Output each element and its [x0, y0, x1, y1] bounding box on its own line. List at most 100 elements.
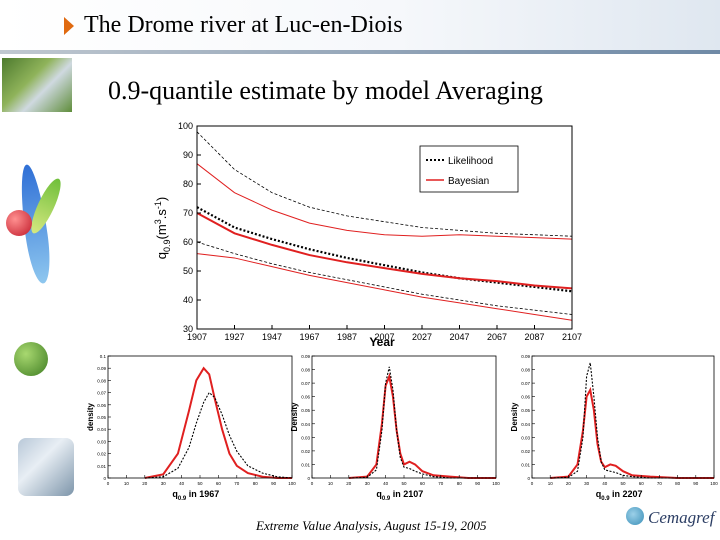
- density-chart-2207: 0 0.01 0.02 0.03 0.04 0.05 0.06 0.07 0.08 0.09 0 10…: [510, 354, 718, 502]
- logo-swirl-icon: [626, 507, 644, 525]
- density-xtick-label: 40: [383, 481, 389, 486]
- density-ytick-label: 0.01: [521, 462, 530, 467]
- density-xtick-label: 0: [311, 481, 314, 486]
- density-ylabel: density: [86, 402, 95, 431]
- density-series-line-1: [550, 362, 714, 479]
- density-ytick-label: 0.04: [301, 422, 310, 427]
- density-xtick-label: 10: [548, 481, 554, 486]
- density-xtick-label: 20: [142, 481, 148, 486]
- density-xtick-label: 100: [710, 481, 718, 486]
- density-xtick-label: 40: [179, 481, 185, 486]
- density-xtick-label: 20: [346, 481, 352, 486]
- density-xtick-label: 90: [693, 481, 699, 486]
- slide-subtitle: 0.9-quantile estimate by model Averaging: [108, 76, 543, 105]
- density-ytick-label: 0.04: [521, 422, 530, 427]
- main-xtick-label: 1907: [187, 332, 207, 342]
- density-ytick-label: 0.07: [97, 391, 106, 396]
- density-series-line-1: [348, 366, 496, 479]
- density-ylabel: Density: [510, 402, 519, 431]
- density-ylabel: Density: [290, 402, 299, 431]
- density-xtick-label: 90: [475, 481, 481, 486]
- main-series-line-5: [196, 253, 573, 321]
- legend-label-bayesian: Bayesian: [448, 176, 489, 187]
- main-ytick-label: 50: [183, 266, 193, 276]
- density-ytick-label: 0.06: [521, 395, 530, 400]
- main-ytick-label: 100: [178, 121, 193, 131]
- density-ytick-label: 0.03: [521, 435, 530, 440]
- density-ytick-label: 0.01: [97, 464, 106, 469]
- density-xtick-label: 30: [584, 481, 590, 486]
- density-xtick-label: 80: [253, 481, 259, 486]
- density-xtick-label: 100: [492, 481, 500, 486]
- density-ytick-label: 0.09: [521, 354, 530, 359]
- density-xlabel: q0.9 in 1967: [172, 489, 219, 502]
- main-ytick-label: 60: [183, 237, 193, 247]
- main-xtick-label: 2007: [374, 332, 394, 342]
- density-ytick-label: 0.03: [97, 439, 106, 444]
- main-ytick-label: 90: [183, 150, 193, 160]
- lab-photo-icon: [18, 438, 74, 496]
- main-quantile-chart: 30 40 50 60 70 80 90 100 1907 1927 1947 1967 1987 20…: [153, 121, 582, 349]
- density-xtick-label: 70: [438, 481, 444, 486]
- density-xtick-label: 100: [288, 481, 296, 486]
- density-chart-1967: 0 0.01 0.02 0.03 0.04 0.05 0.06 0.07 0.08 0.09 0.1…: [86, 354, 296, 502]
- density-xlabel: q0.9 in 2207: [596, 489, 643, 502]
- main-series-line-1: [196, 131, 573, 237]
- main-ytick-label: 40: [183, 295, 193, 305]
- density-xtick-label: 50: [401, 481, 407, 486]
- main-xtick-label: 2027: [412, 332, 432, 342]
- main-chart-xlabel: Year: [369, 335, 395, 349]
- main-series-line-3: [196, 212, 573, 290]
- density-xtick-label: 70: [657, 481, 663, 486]
- density-ytick-label: 0.01: [301, 462, 310, 467]
- main-series-line-2: [196, 241, 573, 315]
- cemagref-logo: Cemagref: [626, 504, 718, 532]
- density-xtick-label: 30: [161, 481, 167, 486]
- density-xtick-label: 50: [197, 481, 203, 486]
- red-sphere-icon: [6, 210, 32, 236]
- density-xtick-label: 80: [457, 481, 463, 486]
- density-xtick-label: 60: [639, 481, 645, 486]
- main-series-line-4: [196, 163, 573, 240]
- density-ytick-label: 0.07: [301, 381, 310, 386]
- density-ytick-label: 0.08: [97, 378, 106, 383]
- river-photo-icon: [2, 58, 72, 112]
- density-ytick-label: 0.06: [301, 395, 310, 400]
- density-xtick-label: 60: [420, 481, 426, 486]
- main-xtick-label: 2107: [562, 332, 582, 342]
- main-xtick-label: 1987: [337, 332, 357, 342]
- density-xtick-label: 20: [566, 481, 572, 486]
- logo-text: Cemagref: [648, 508, 715, 527]
- density-ytick-label: 0.06: [97, 403, 106, 408]
- main-series-line-0: [196, 206, 573, 293]
- slide-title: The Drome river at Luc-en-Diois: [84, 12, 403, 38]
- density-xtick-label: 70: [234, 481, 240, 486]
- density-ytick-label: 0.09: [97, 366, 106, 371]
- density-ytick-label: 0.05: [301, 408, 310, 413]
- density-xtick-label: 30: [365, 481, 371, 486]
- main-ytick-label: 70: [183, 208, 193, 218]
- density-ytick-label: 0.08: [521, 368, 530, 373]
- density-xtick-label: 80: [675, 481, 681, 486]
- density-series-line-1: [144, 391, 293, 479]
- main-ytick-label: 30: [183, 324, 193, 334]
- green-sphere-icon: [14, 342, 48, 376]
- header-band: [0, 0, 720, 50]
- density-frame: [311, 355, 497, 479]
- main-xtick-label: 1927: [224, 332, 244, 342]
- density-series-line-0: [348, 372, 496, 479]
- density-ytick-label: 0.05: [521, 408, 530, 413]
- density-ytick-label: 0.08: [301, 368, 310, 373]
- footer-conference: Extreme Value Analysis, August 15-19, 20…: [256, 518, 487, 533]
- density-ytick-label: 0.09: [301, 354, 310, 359]
- main-ytick-label: 80: [183, 179, 193, 189]
- density-ytick-label: 0.07: [521, 381, 530, 386]
- main-xtick-label: 2047: [449, 332, 469, 342]
- main-chart-legend: Likelihood Bayesian: [419, 145, 519, 193]
- density-xlabel: q0.9 in 2107: [376, 489, 423, 502]
- title-arrow-icon: [64, 17, 74, 35]
- density-xtick-label: 10: [328, 481, 334, 486]
- density-series-line-0: [144, 366, 292, 479]
- density-ytick-label: 0.02: [301, 449, 310, 454]
- main-xtick-label: 1947: [262, 332, 282, 342]
